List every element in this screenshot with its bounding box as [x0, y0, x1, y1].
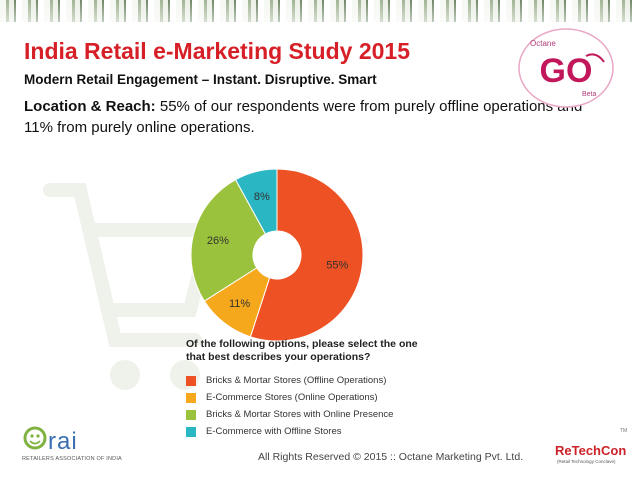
legend-list: Bricks & Mortar Stores (Offline Operatio… [186, 372, 436, 440]
donut-label-1: 55% [326, 260, 348, 272]
retechcon-tagline: (Retail Technology Conclave) [557, 459, 616, 464]
donut-slices [190, 168, 364, 342]
octane-go-logo: Octane GO Beta [518, 28, 614, 108]
legend-item-1: Bricks & Mortar Stores (Offline Operatio… [186, 372, 436, 389]
legend-item-3: Bricks & Mortar Stores with Online Prese… [186, 406, 436, 423]
retechcon-name: ReTechCon [555, 443, 627, 458]
legend-item-4: E-Commerce with Offline Stores [186, 423, 436, 440]
rai-logo-icon [23, 426, 47, 450]
legend-label-2: E-Commerce Stores (Online Operations) [206, 392, 378, 403]
donut-chart: 55% 11% 26% 8% [190, 168, 364, 342]
donut-slice-1 [249, 168, 364, 342]
retechcon-logo: ReTechCon (Retail Technology Conclave) [555, 443, 627, 471]
donut-label-3: 26% [207, 235, 229, 247]
location-reach-label: Location & Reach: [24, 98, 156, 115]
page-title: India Retail e-Marketing Study 2015 [24, 38, 411, 64]
donut-labels: 55% 11% 26% 8% [207, 191, 349, 310]
chart-legend: Of the following options, please select … [186, 338, 436, 440]
footer-copyright: All Rights Reserved © 2015 :: Octane Mar… [258, 451, 524, 463]
donut-label-2: 11% [229, 298, 250, 310]
legend-swatch-2 [186, 392, 196, 403]
donut-label-4: 8% [254, 191, 270, 203]
legend-label-3: Bricks & Mortar Stores with Online Prese… [206, 409, 394, 420]
chart-question: Of the following options, please select … [186, 338, 418, 363]
go-logo-top-text: Octane [530, 39, 556, 48]
location-reach-text: 55% of our respondents were from purely … [24, 98, 583, 136]
trademark-mark: TM [620, 428, 628, 434]
donut-hole [253, 231, 301, 279]
go-logo-bottom-text: Beta [582, 91, 597, 98]
legend-swatch-1 [186, 375, 196, 386]
top-band-fade [0, 0, 638, 22]
legend-swatch-3 [186, 409, 196, 420]
legend-item-2: E-Commerce Stores (Online Operations) [186, 389, 436, 406]
page-subtitle: Modern Retail Engagement – Instant. Disr… [24, 72, 377, 87]
rai-logo-text: rai [48, 428, 78, 455]
location-reach-paragraph: Location & Reach: 55% of our respondents… [24, 96, 614, 138]
legend-label-4: E-Commerce with Offline Stores [206, 426, 342, 437]
legend-label-1: Bricks & Mortar Stores (Offline Operatio… [206, 375, 387, 386]
rai-logo-fullname: RETAILERS ASSOCIATION OF INDIA [22, 456, 122, 462]
go-logo-main-text: GO [540, 52, 593, 90]
legend-swatch-4 [186, 426, 196, 437]
